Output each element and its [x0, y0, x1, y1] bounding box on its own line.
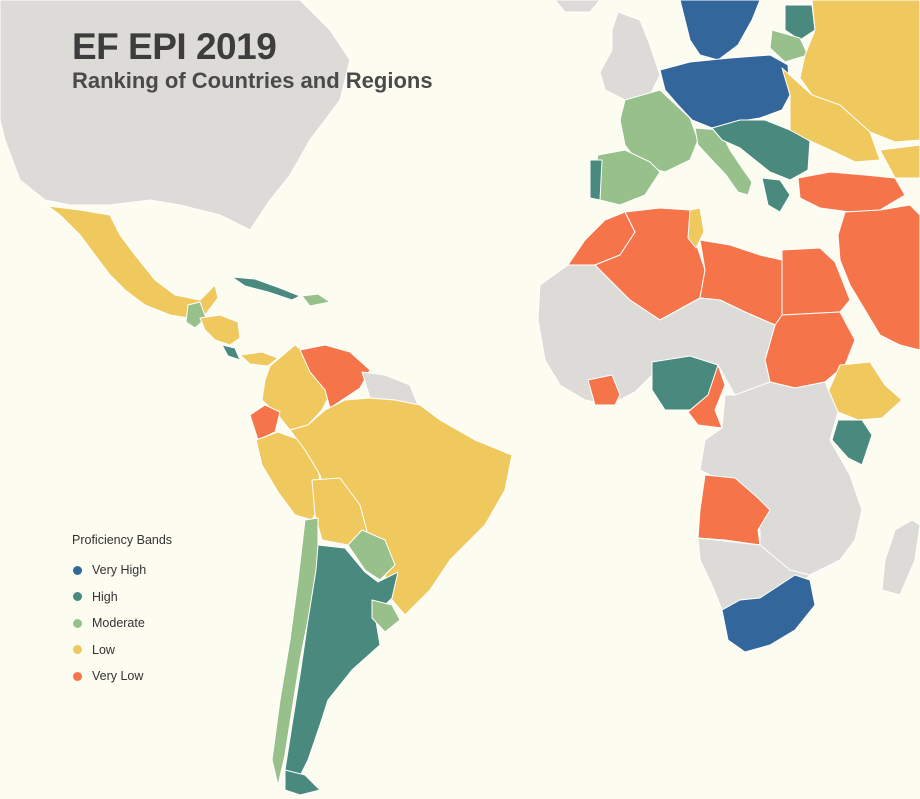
- country-central-europe[interactable]: [711, 119, 811, 181]
- country-mexico[interactable]: [47, 205, 219, 319]
- country-venezuela[interactable]: [299, 344, 371, 409]
- country-italy[interactable]: [694, 127, 753, 196]
- legend-item-high[interactable]: High: [72, 584, 172, 611]
- legend-item-very-low[interactable]: Very Low: [72, 663, 172, 690]
- country-ecuador[interactable]: [249, 404, 281, 441]
- country-portugal[interactable]: [589, 159, 603, 201]
- country-scandinavia[interactable]: [679, 0, 761, 61]
- country-france[interactable]: [619, 89, 699, 173]
- country-angola[interactable]: [697, 474, 771, 546]
- legend-title: Proficiency Bands: [72, 533, 173, 547]
- legend-item-moderate[interactable]: Moderate: [72, 610, 172, 637]
- legend-swatch-very-low: [73, 671, 82, 681]
- country-south-africa[interactable]: [721, 574, 816, 653]
- region-caucasus[interactable]: [879, 144, 920, 179]
- country-paraguay[interactable]: [347, 529, 396, 581]
- country-cote-divoire[interactable]: [587, 374, 621, 406]
- country-baltics[interactable]: [784, 4, 816, 41]
- legend-label: Moderate: [92, 616, 145, 631]
- legend-swatch-very-high: [73, 565, 82, 575]
- country-ethiopia[interactable]: [827, 361, 903, 421]
- legend: Proficiency Bands Very High High Moderat…: [72, 533, 172, 690]
- country-uk-ireland[interactable]: [599, 11, 661, 101]
- country-madagascar[interactable]: [881, 519, 920, 596]
- legend-item-low[interactable]: Low: [72, 637, 172, 664]
- region-hispaniola[interactable]: [301, 293, 331, 307]
- region-north-america[interactable]: [0, 0, 351, 231]
- country-kenya[interactable]: [831, 419, 873, 466]
- page-title: EF EPI 2019: [72, 26, 277, 67]
- legend-swatch-high: [73, 592, 82, 602]
- legend-swatch-moderate: [73, 618, 82, 628]
- country-uruguay[interactable]: [371, 599, 401, 633]
- region-iceland[interactable]: [554, 0, 601, 13]
- country-middle-east[interactable]: [837, 204, 920, 351]
- legend-label: Very Low: [92, 669, 144, 684]
- country-greece[interactable]: [761, 177, 791, 213]
- region-tierra-del-fuego[interactable]: [284, 769, 321, 796]
- country-costa-rica[interactable]: [221, 344, 241, 361]
- page-subtitle: Ranking of Countries and Regions: [72, 68, 433, 93]
- country-ukraine-belarus[interactable]: [781, 67, 881, 163]
- region-cuba[interactable]: [231, 276, 301, 301]
- country-cameroon[interactable]: [687, 364, 726, 429]
- legend-label: Low: [92, 642, 115, 657]
- legend-item-very-high[interactable]: Very High: [72, 557, 172, 584]
- legend-label: High: [92, 589, 118, 604]
- country-germany-benelux-poland[interactable]: [659, 54, 791, 129]
- country-central-america[interactable]: [199, 314, 241, 346]
- legend-label: Very High: [92, 563, 147, 578]
- country-turkey[interactable]: [797, 171, 906, 213]
- country-argentina[interactable]: [284, 544, 399, 781]
- legend-swatch-low: [73, 645, 82, 655]
- country-panama[interactable]: [239, 351, 279, 367]
- country-lithuania[interactable]: [769, 29, 809, 63]
